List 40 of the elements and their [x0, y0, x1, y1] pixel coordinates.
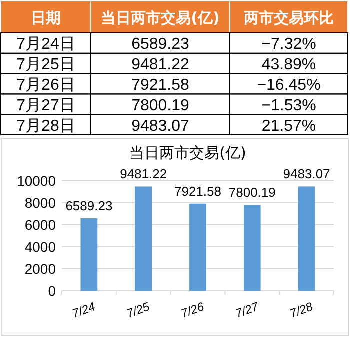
text: 7月28日: [16, 118, 76, 135]
x-tick-label: 7/25: [124, 300, 152, 321]
text: 两市交易环比: [243, 9, 334, 27]
data-label: 9481.22: [120, 166, 168, 182]
text: 当日两市交易(亿): [101, 9, 220, 27]
text: 6589.23: [132, 36, 190, 54]
bar: [190, 204, 206, 291]
text: 21.57%: [262, 118, 316, 135]
bar: [298, 186, 316, 291]
text: 7800.19: [132, 97, 190, 114]
text: 9483.07: [132, 118, 190, 135]
text: 43.89%: [262, 56, 316, 74]
text: 7月27日: [16, 97, 76, 114]
x-tick-label: 7/28: [288, 300, 316, 321]
text: −16.45%: [257, 77, 321, 94]
text: 9481.22: [132, 56, 190, 74]
text: 日期: [31, 9, 61, 27]
y-tick-label: 4000: [24, 239, 56, 255]
x-tick-label: 7/24: [70, 300, 98, 321]
text: 7月24日: [16, 36, 76, 54]
x-tick-label: 7/27: [234, 299, 262, 321]
bar: [135, 186, 152, 291]
y-tick-label: 8000: [24, 195, 56, 211]
y-tick-label: 10000: [17, 173, 56, 189]
text: 7月26日: [16, 77, 76, 94]
text: 7921.58: [132, 77, 190, 94]
y-tick-label: 2000: [24, 261, 56, 277]
bar: [80, 218, 98, 291]
bar: [244, 205, 261, 291]
data-label: 7921.58: [174, 184, 222, 199]
y-tick-label: 0: [48, 283, 56, 299]
text: −7.32%: [262, 36, 316, 54]
y-tick-label: 6000: [24, 217, 56, 233]
x-tick-label: 7/26: [179, 300, 206, 321]
chart-title: 当日两市交易(亿): [130, 144, 246, 162]
data-label: 9483.07: [283, 166, 330, 182]
data-label: 6589.23: [66, 198, 113, 214]
data-label: 7800.19: [228, 185, 276, 200]
text: 7月25日: [16, 56, 76, 74]
text: −1.53%: [262, 97, 316, 114]
